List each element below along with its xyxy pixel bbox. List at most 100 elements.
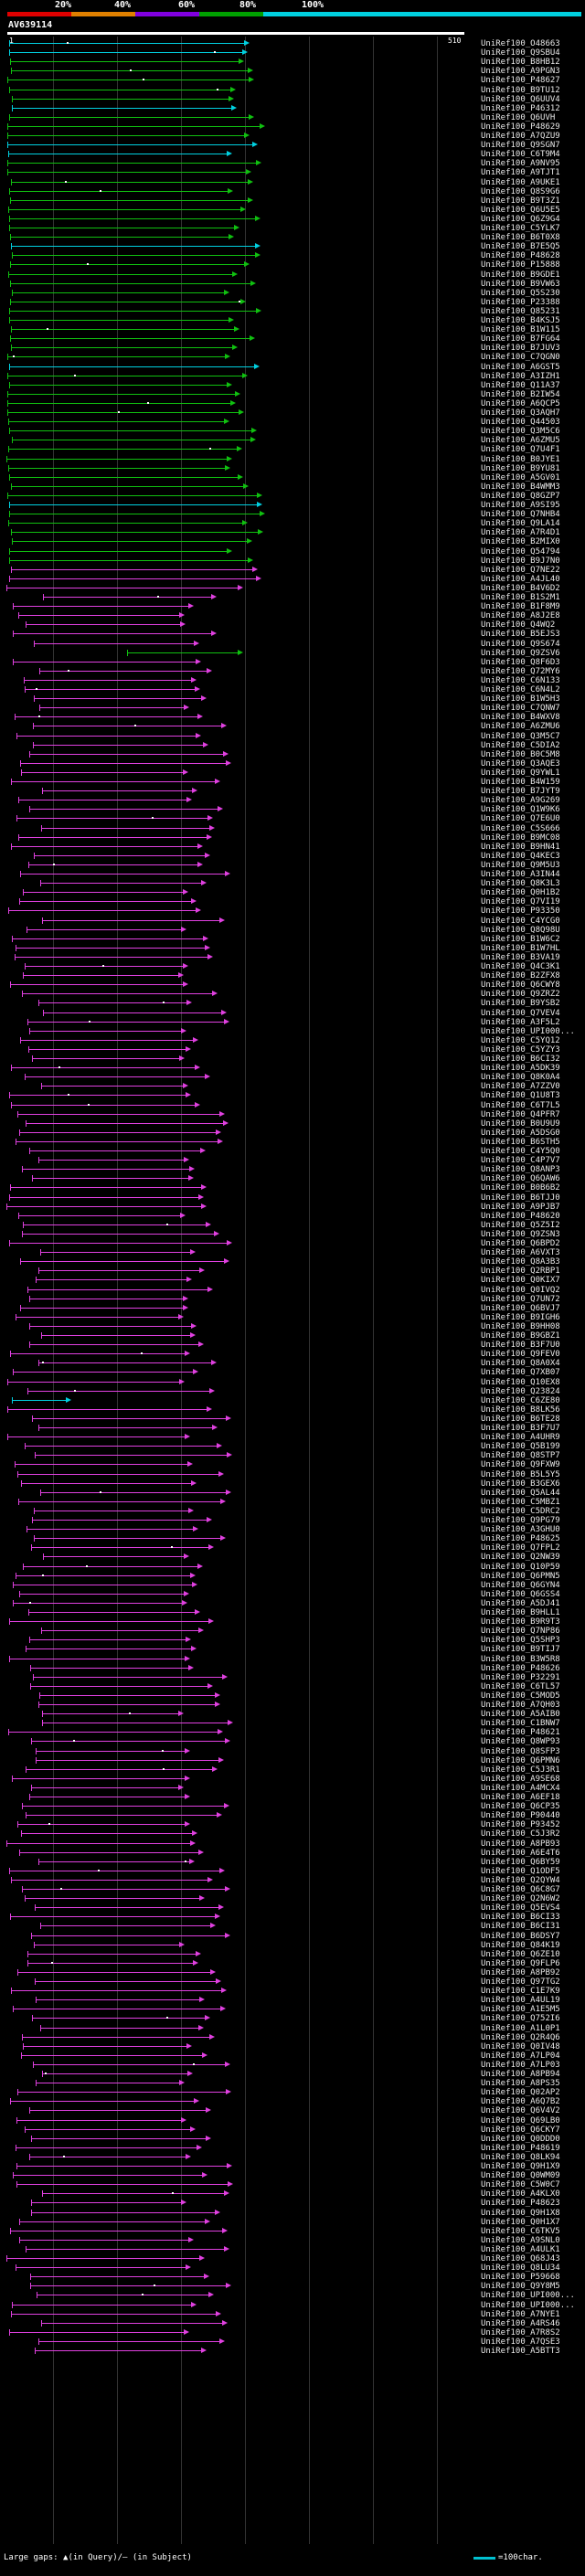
hit-label-link[interactable]: UniRef100_Q1W9K6 — [481, 805, 560, 814]
hit-label-link[interactable]: UniRef100_A8PB94 — [481, 2070, 560, 2079]
hit-label-link[interactable]: UniRef100_A6GST5 — [481, 363, 560, 372]
hit-bar[interactable] — [22, 1166, 195, 1172]
hit-label-link[interactable]: UniRef100_B7JYT9 — [481, 787, 560, 796]
hit-label-link[interactable]: UniRef100_A9PJB7 — [481, 1203, 560, 1212]
hit-bar[interactable] — [39, 705, 189, 711]
hit-bar[interactable] — [29, 1148, 206, 1154]
hit-label-link[interactable]: UniRef100_B1F8M9 — [481, 602, 560, 611]
hit-label-link[interactable]: UniRef100_Q9SBU4 — [481, 48, 560, 58]
hit-label-link[interactable]: UniRef100_A6EF18 — [481, 1793, 560, 1802]
hit-label-link[interactable]: UniRef100_Q6U5E5 — [481, 206, 560, 215]
hit-bar[interactable] — [26, 1646, 197, 1652]
hit-bar[interactable] — [17, 1821, 190, 1828]
hit-label-link[interactable]: UniRef100_A8PB93 — [481, 1839, 560, 1849]
hit-label-link[interactable]: UniRef100_Q9YWL1 — [481, 769, 560, 778]
hit-bar[interactable] — [13, 2172, 207, 2178]
hit-bar[interactable] — [22, 991, 218, 997]
hit-label-link[interactable]: UniRef100_Q5SHP3 — [481, 1636, 560, 1645]
hit-label-link[interactable]: UniRef100_B3GEX6 — [481, 1479, 560, 1489]
hit-label-link[interactable]: UniRef100_P48621 — [481, 1728, 560, 1737]
hit-label-link[interactable]: UniRef100_B5EJS3 — [481, 630, 560, 639]
hit-bar[interactable] — [17, 2089, 231, 2095]
hit-bar[interactable] — [10, 981, 188, 988]
hit-bar[interactable] — [42, 788, 197, 794]
hit-label-link[interactable]: UniRef100_C5W0C7 — [481, 2180, 560, 2189]
hit-label-link[interactable]: UniRef100_A7R8S2 — [481, 2328, 560, 2337]
hit-bar[interactable] — [127, 650, 243, 656]
hit-bar[interactable] — [31, 2210, 220, 2216]
hit-bar[interactable] — [11, 779, 220, 785]
hit-label-link[interactable]: UniRef100_Q1ODF5 — [481, 1867, 560, 1876]
hit-label-link[interactable]: UniRef100_C5DRC2 — [481, 1507, 560, 1516]
hit-bar[interactable] — [26, 1812, 222, 1818]
hit-bar[interactable] — [9, 1092, 191, 1098]
hit-bar[interactable] — [16, 1573, 196, 1579]
hit-bar[interactable] — [12, 252, 261, 259]
hit-bar[interactable] — [10, 2098, 199, 2104]
hit-label-link[interactable]: UniRef100_Q7U4F1 — [481, 445, 560, 454]
hit-bar[interactable] — [10, 335, 255, 342]
hit-bar[interactable] — [26, 1766, 218, 1773]
hit-label-link[interactable]: UniRef100_B1W115 — [481, 325, 560, 334]
hit-label-link[interactable]: UniRef100_C4Y5Q0 — [481, 1147, 560, 1156]
hit-bar[interactable] — [7, 400, 236, 407]
hit-label-link[interactable]: UniRef100_Q0DDD0 — [481, 2135, 560, 2144]
hit-label-link[interactable]: UniRef100_Q8LK94 — [481, 2153, 560, 2162]
hit-label-link[interactable]: UniRef100_B0C5M8 — [481, 750, 560, 759]
hit-bar[interactable] — [40, 2025, 204, 2031]
hit-label-link[interactable]: UniRef100_A7LP04 — [481, 2051, 560, 2061]
hit-label-link[interactable]: UniRef100_B1W5H3 — [481, 694, 560, 704]
hit-label-link[interactable]: UniRef100_Q0KIX7 — [481, 1276, 560, 1285]
hit-label-link[interactable]: UniRef100_Q9H1X9 — [481, 2162, 560, 2171]
hit-label-link[interactable]: UniRef100_Q6UVH — [481, 113, 556, 122]
hit-bar[interactable] — [25, 1895, 205, 1902]
hit-label-link[interactable]: UniRef100_Q9FEV0 — [481, 1350, 560, 1359]
hit-bar[interactable] — [11, 483, 249, 490]
hit-bar[interactable] — [42, 2190, 229, 2197]
hit-bar[interactable] — [25, 2126, 196, 2133]
hit-bar[interactable] — [7, 391, 240, 398]
hit-label-link[interactable]: UniRef100_Q0IVQ2 — [481, 1286, 560, 1295]
hit-bar[interactable] — [31, 1785, 184, 1791]
hit-label-link[interactable]: UniRef100_A9PGN3 — [481, 67, 560, 76]
hit-label-link[interactable]: UniRef100_B0JYE1 — [481, 455, 560, 464]
hit-bar[interactable] — [18, 1499, 226, 1505]
hit-bar[interactable] — [22, 1231, 219, 1237]
hit-label-link[interactable]: UniRef100_B9J7N0 — [481, 557, 560, 566]
hit-label-link[interactable]: UniRef100_Q752I6 — [481, 2014, 560, 2023]
hit-bar[interactable] — [32, 1517, 212, 1523]
hit-bar[interactable] — [42, 917, 225, 924]
hit-bar[interactable] — [20, 1258, 229, 1265]
hit-bar[interactable] — [41, 825, 215, 832]
hit-label-link[interactable]: UniRef100_Q8ANP3 — [481, 1165, 560, 1174]
hit-bar[interactable] — [38, 2338, 225, 2345]
hit-label-link[interactable]: UniRef100_B9GDE1 — [481, 270, 560, 280]
hit-bar[interactable] — [33, 1674, 228, 1680]
hit-bar[interactable] — [31, 2136, 211, 2142]
hit-label-link[interactable]: UniRef100_A4JL40 — [481, 575, 560, 584]
hit-label-link[interactable]: UniRef100_Q2QYW4 — [481, 1876, 560, 1885]
hit-label-link[interactable]: UniRef100_Q9Y8M5 — [481, 2282, 560, 2291]
hit-bar[interactable] — [9, 474, 243, 481]
hit-bar[interactable] — [31, 1933, 230, 1939]
hit-bar[interactable] — [38, 1157, 189, 1163]
hit-label-link[interactable]: UniRef100_B3W5R8 — [481, 1655, 560, 1664]
hit-bar[interactable] — [25, 1074, 210, 1080]
hit-label-link[interactable]: UniRef100_B0B6B2 — [481, 1183, 560, 1193]
hit-label-link[interactable]: UniRef100_Q9H1X8 — [481, 2209, 560, 2218]
hit-label-link[interactable]: UniRef100_Q8GZP7 — [481, 492, 560, 501]
hit-bar[interactable] — [9, 188, 233, 195]
hit-label-link[interactable]: UniRef100_C6T7L5 — [481, 1101, 560, 1110]
hit-bar[interactable] — [10, 1184, 207, 1191]
hit-bar[interactable] — [24, 677, 197, 684]
hit-bar[interactable] — [11, 1065, 200, 1071]
hit-bar[interactable] — [32, 1175, 194, 1182]
hit-label-link[interactable]: UniRef100_Q0WM09 — [481, 2171, 560, 2180]
hit-bar[interactable] — [22, 2034, 215, 2041]
hit-label-link[interactable]: UniRef100_A7QZU9 — [481, 132, 560, 141]
hit-bar[interactable] — [36, 1748, 190, 1754]
hit-label-link[interactable]: UniRef100_Q6Z9G4 — [481, 215, 560, 224]
hit-bar[interactable] — [31, 1738, 230, 1744]
hit-bar[interactable] — [42, 1711, 184, 1717]
hit-bar[interactable] — [28, 862, 203, 868]
